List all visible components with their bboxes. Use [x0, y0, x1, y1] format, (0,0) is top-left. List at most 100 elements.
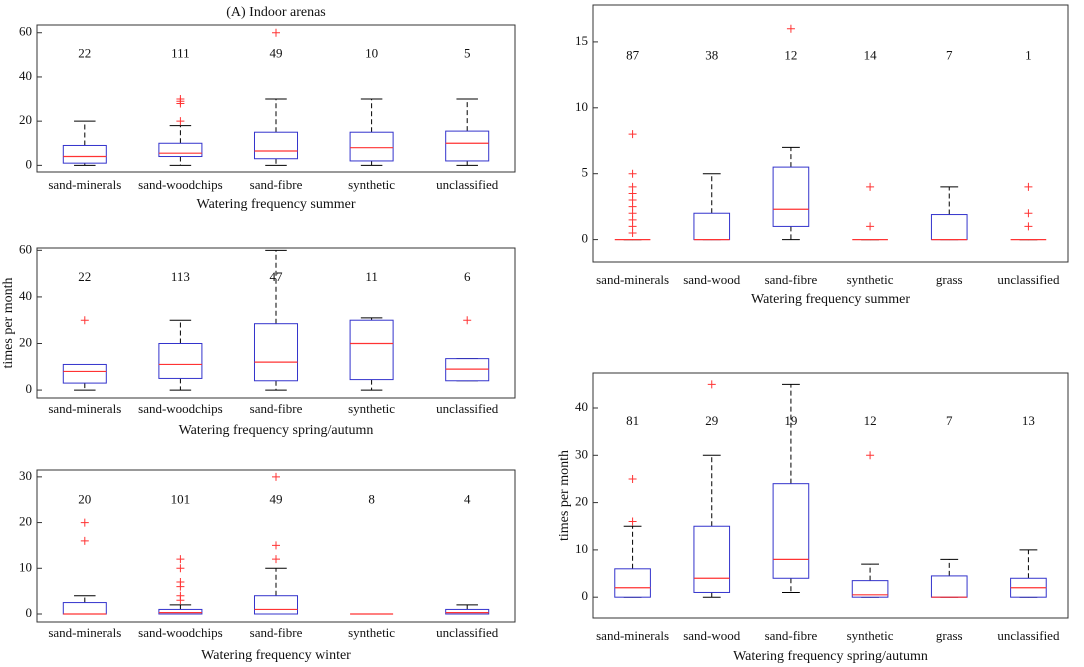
x-tick-label: unclassified [436, 401, 499, 416]
x-tick-label: sand-woodchips [138, 401, 223, 416]
count-label: 8 [368, 491, 375, 506]
x-axis-label: Watering frequency summer [196, 197, 355, 212]
count-label: 22 [78, 45, 91, 60]
x-tick-label: unclassified [997, 628, 1060, 643]
x-tick-label: synthetic [348, 401, 395, 416]
x-tick-label: sand-fibre [765, 272, 818, 287]
box [772, 483, 810, 579]
count-label: 49 [270, 491, 283, 506]
count-label: 22 [78, 269, 91, 284]
box [158, 608, 203, 615]
box [62, 144, 107, 164]
outlier [80, 316, 89, 325]
box [62, 602, 107, 615]
y-tick-label: 20 [19, 334, 32, 349]
count-label: 12 [864, 413, 877, 428]
outlier [628, 474, 637, 483]
outlier [272, 541, 280, 550]
box [253, 595, 299, 615]
x-tick-label: sand-wood [683, 272, 741, 287]
y-tick-label: 30 [19, 468, 32, 483]
count-label: 14 [864, 47, 878, 62]
outlier [866, 182, 875, 191]
y-tick-label: 15 [575, 33, 588, 48]
count-label: 81 [626, 413, 639, 428]
box [62, 363, 107, 384]
x-axis-label: Watering frequency summer [751, 292, 910, 307]
axes-frame [592, 372, 1069, 619]
count-label: 29 [705, 413, 718, 428]
box [930, 575, 968, 598]
y-tick-label: 0 [26, 156, 33, 171]
box [445, 130, 490, 162]
outlier [866, 222, 875, 231]
count-label: 7 [946, 413, 953, 428]
count-label: 87 [626, 47, 640, 62]
x-tick-label: grass [936, 628, 963, 643]
outlier [176, 564, 185, 573]
x-tick-label: sand-minerals [48, 625, 121, 640]
count-label: 20 [78, 491, 91, 506]
outlier [628, 517, 637, 526]
x-tick-label: sand-fibre [250, 177, 303, 192]
y-tick-label: 0 [26, 605, 33, 620]
x-tick-label: synthetic [847, 628, 894, 643]
count-label: 4 [464, 491, 471, 506]
axes-frame [36, 469, 516, 623]
box [772, 166, 810, 227]
x-tick-label: sand-minerals [48, 177, 121, 192]
outlier [1024, 209, 1033, 218]
y-tick-label: 5 [582, 165, 589, 180]
count-label: 12 [784, 47, 797, 62]
outlier [176, 578, 185, 586]
count-label: 47 [270, 269, 284, 284]
count-label: 10 [365, 45, 378, 60]
x-tick-label: sand-fibre [765, 628, 818, 643]
count-label: 111 [171, 45, 190, 60]
y-tick-label: 40 [19, 68, 32, 83]
y-tick-label: 40 [19, 288, 32, 303]
count-label: 11 [365, 269, 378, 284]
box [693, 212, 731, 241]
count-label: 101 [171, 491, 191, 506]
outlier [463, 316, 472, 325]
axes-frame [592, 4, 1069, 263]
x-tick-label: sand-woodchips [138, 625, 223, 640]
outlier [628, 182, 637, 191]
x-tick-label: unclassified [436, 625, 499, 640]
count-label: 113 [171, 269, 190, 284]
count-label: 49 [270, 45, 283, 60]
axes-frame [36, 247, 516, 399]
count-label: 38 [705, 47, 718, 62]
count-label: 13 [1022, 413, 1035, 428]
x-tick-label: sand-fibre [250, 625, 303, 640]
outlier [176, 117, 185, 126]
y-tick-label: 0 [26, 381, 33, 396]
x-axis-label: Watering frequency spring/autumn [179, 423, 374, 438]
outlier [707, 380, 716, 389]
x-tick-label: synthetic [847, 272, 894, 287]
box [614, 568, 651, 598]
count-label: 6 [464, 269, 471, 284]
x-tick-label: synthetic [348, 177, 395, 192]
y-axis-label: times per month [1, 278, 16, 369]
y-tick-label: 0 [582, 231, 589, 246]
outlier [176, 555, 185, 564]
x-tick-label: sand-wood [683, 628, 741, 643]
outlier [272, 28, 280, 37]
panel-title: (A) Indoor arenas [226, 5, 326, 20]
box [349, 319, 394, 381]
x-tick-label: unclassified [436, 177, 499, 192]
x-tick-label: sand-minerals [596, 628, 669, 643]
y-tick-label: 60 [19, 241, 32, 256]
outlier [80, 536, 89, 545]
y-tick-label: 20 [575, 494, 588, 509]
x-tick-label: sand-minerals [48, 401, 121, 416]
box [253, 323, 299, 382]
box [930, 214, 968, 241]
count-label: 1 [1025, 47, 1032, 62]
x-axis-label: Watering frequency spring/autumn [733, 649, 928, 664]
outlier [786, 24, 795, 33]
box [349, 131, 394, 162]
